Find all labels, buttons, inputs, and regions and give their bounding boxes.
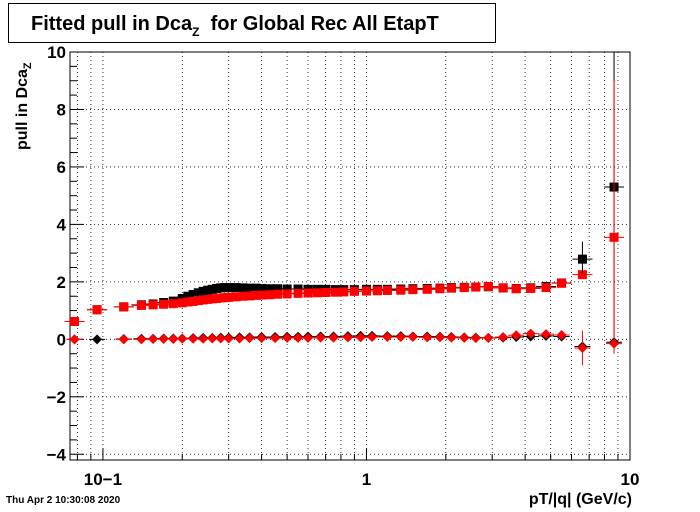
data-point-square (231, 292, 241, 302)
data-point-square (577, 270, 587, 280)
plot-frame (69, 51, 631, 461)
data-point-square (557, 278, 567, 288)
x-tick-label: 10−1 (84, 470, 122, 489)
title-box: Fitted pull in DcaZ for Global Rec All E… (8, 3, 496, 43)
y-tick-label: −4 (47, 445, 67, 464)
y-tick-label: 0 (57, 330, 66, 349)
data-point-diamond (355, 332, 366, 343)
data-point-square (177, 298, 187, 308)
data-point-diamond (540, 329, 551, 340)
data-point-square (198, 295, 208, 305)
data-point-diamond (168, 334, 179, 345)
x-axis-label: pT/|q| (GeV/c) (528, 491, 632, 508)
data-point-diamond (407, 332, 418, 343)
data-point-diamond (483, 332, 494, 343)
y-tick-label: 6 (57, 158, 66, 177)
data-point-square (361, 286, 371, 296)
data-point-square (435, 284, 445, 294)
data-point-square (382, 285, 392, 295)
x-tick-label: 1 (362, 470, 371, 489)
data-point-square (92, 305, 102, 315)
data-point-diamond (315, 332, 326, 343)
y-tick-label: 10 (47, 43, 66, 62)
data-point-diamond (446, 332, 457, 343)
x-tick-label: 10 (621, 470, 640, 489)
data-point-diamond (434, 332, 445, 343)
data-point-diamond (556, 330, 567, 341)
data-point-square (148, 300, 158, 310)
data-point-diamond (342, 332, 353, 343)
data-point-square (339, 287, 349, 297)
data-point-diamond (470, 333, 481, 344)
data-point-square (188, 290, 198, 300)
data-point-diamond (302, 332, 313, 343)
data-point-square (498, 283, 508, 293)
data-point-square (541, 283, 551, 293)
data-point-diamond (525, 328, 536, 339)
y-axis-label: pull in DcaZ (14, 62, 34, 150)
data-point-square (349, 286, 359, 296)
data-point-diamond (395, 332, 406, 343)
data-point-diamond (328, 332, 339, 343)
data-point-square (282, 284, 292, 294)
y-tick-label: −2 (47, 388, 66, 407)
data-point-square (446, 283, 456, 293)
data-point-diamond (511, 330, 522, 341)
data-point-diamond (256, 333, 267, 344)
data-point-square (193, 296, 203, 306)
data-point-diamond (223, 333, 234, 344)
data-point-diamond (188, 333, 199, 344)
data-point-square (245, 291, 255, 301)
data-point-square (224, 292, 234, 302)
data-point-diamond (382, 332, 393, 343)
data-point-diamond (244, 333, 255, 344)
data-point-diamond (92, 334, 103, 345)
data-point-square (119, 302, 129, 312)
timestamp: Thu Apr 2 10:30:08 2020 (6, 495, 121, 506)
chart-title: Fitted pull in DcaZ for Global Rec All E… (31, 13, 439, 39)
data-point-square (168, 299, 178, 309)
data-point-square (422, 284, 432, 294)
y-tick-label: 2 (57, 273, 66, 292)
data-point-square (282, 289, 292, 299)
data-point-diamond (118, 334, 129, 345)
y-tick-label: 8 (57, 100, 66, 119)
data-point-diamond (148, 334, 159, 345)
data-point-square (265, 290, 275, 300)
data-point-square (471, 282, 481, 292)
data-point-square (136, 300, 146, 310)
data-point-diamond (207, 333, 218, 344)
data-point-square (396, 285, 406, 295)
data-point-square (188, 296, 198, 306)
data-point-diamond (293, 332, 304, 343)
data-point-square (459, 283, 469, 293)
data-point-diamond (136, 334, 147, 345)
data-point-diamond (234, 333, 245, 344)
data-point-diamond (177, 333, 188, 344)
data-point-diamond (158, 334, 169, 345)
data-point-square (511, 284, 521, 294)
data-point-square (408, 285, 418, 295)
data-point-square (198, 286, 208, 296)
data-point-square (69, 317, 79, 327)
data-point-square (159, 299, 169, 309)
data-point-diamond (282, 332, 293, 343)
data-point-diamond (367, 332, 378, 343)
data-point-diamond (498, 332, 509, 343)
data-point-square (483, 281, 493, 291)
data-point-square (183, 291, 193, 301)
data-point-square (183, 297, 193, 307)
data-point-diamond (69, 334, 80, 345)
y-tick-label: 4 (57, 215, 67, 234)
data-point-diamond (198, 333, 209, 344)
data-point-diamond (459, 332, 470, 343)
data-point-diamond (270, 333, 281, 344)
data-point-square (526, 283, 536, 293)
data-point-diamond (422, 332, 433, 343)
data-point-square (193, 288, 203, 298)
